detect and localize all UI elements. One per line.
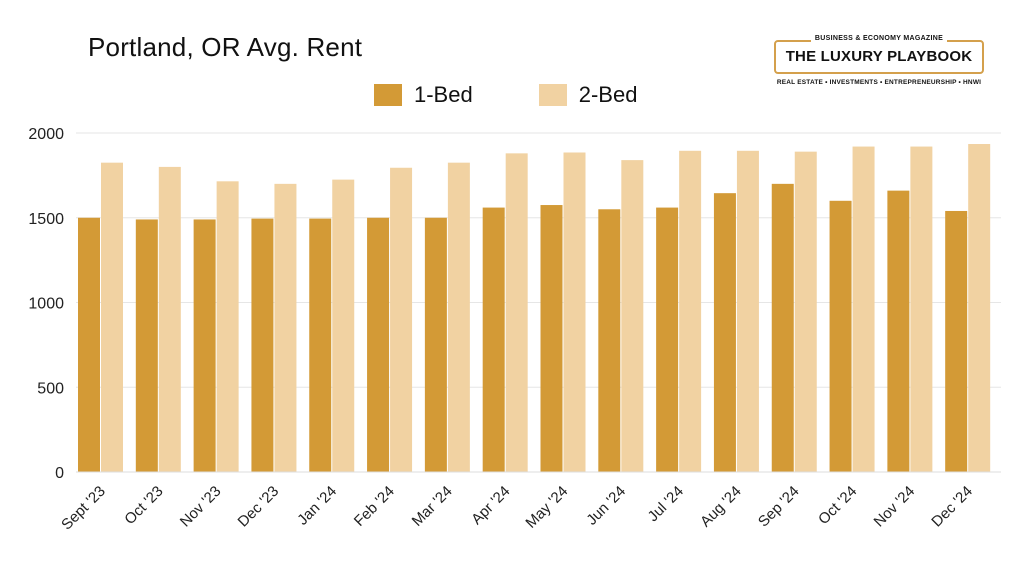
bar-1-bed-2	[193, 219, 216, 472]
bar-1-bed-15	[945, 210, 968, 472]
bar-1-bed-3	[251, 218, 274, 472]
y-tick-label-1500: 1500	[28, 211, 64, 228]
bar-2-bed-15	[968, 144, 991, 472]
legend: 1-Bed 2-Bed	[374, 82, 703, 108]
legend-item-2-bed: 2-Bed	[538, 82, 638, 108]
bar-2-bed-12	[794, 151, 817, 472]
bar-1-bed-1	[135, 219, 158, 472]
bar-2-bed-10	[679, 150, 702, 473]
x-tick-label-3: Dec '23	[235, 483, 283, 531]
bar-1-bed-13	[829, 200, 852, 473]
legend-swatch-2-bed	[538, 84, 567, 106]
legend-item-1-bed: 1-Bed	[374, 82, 473, 108]
bar-1-bed-11	[713, 193, 736, 473]
bar-1-bed-0	[78, 217, 100, 472]
bar-1-bed-4	[309, 218, 332, 472]
x-tick-label-2: Nov '23	[177, 483, 225, 531]
bar-2-bed-0	[101, 162, 123, 472]
bar-2-bed-6	[447, 162, 470, 472]
bar-1-bed-5	[367, 217, 390, 472]
logo-tagline-bottom: REAL ESTATE • INVESTMENTS • ENTREPRENEUR…	[776, 79, 982, 86]
y-tick-label-2000: 2000	[28, 126, 64, 143]
chart-title: Portland, OR Avg. Rent	[88, 32, 363, 62]
x-tick-label-0: Sept '23	[58, 483, 109, 534]
x-tick-label-13: Oct '24	[815, 483, 860, 528]
x-tick-label-14: Nov '24	[871, 483, 919, 531]
bar-2-bed-4	[332, 179, 355, 473]
magazine-logo: BUSINESS & ECONOMY MAGAZINE THE LUXURY P…	[772, 22, 986, 86]
x-tick-label-9: Jun '24	[583, 483, 629, 529]
bar-2-bed-9	[621, 160, 644, 472]
bar-1-bed-8	[540, 205, 563, 472]
bar-2-bed-8	[563, 152, 586, 472]
x-tick-label-8: May '24	[522, 483, 571, 532]
x-tick-label-15: Dec '24	[928, 483, 976, 531]
legend-label-2-bed: 2-Bed	[578, 82, 638, 107]
bar-2-bed-14	[910, 146, 933, 472]
bar-1-bed-12	[771, 183, 794, 472]
logo-tagline-top: BUSINESS & ECONOMY MAGAZINE	[810, 35, 948, 42]
x-tick-label-11: Aug '24	[697, 483, 745, 531]
y-tick-label-500: 500	[37, 380, 64, 397]
bar-2-bed-1	[158, 166, 181, 472]
bar-1-bed-7	[482, 207, 505, 472]
legend-label-1-bed: 1-Bed	[414, 82, 473, 107]
y-tick-label-0: 0	[55, 465, 64, 482]
bar-1-bed-9	[598, 209, 621, 472]
bar-1-bed-6	[424, 217, 447, 472]
x-tick-label-4: Jan '24	[294, 483, 340, 529]
x-tick-label-1: Oct '23	[121, 483, 166, 528]
x-tick-label-7: Apr '24	[468, 483, 513, 528]
bar-2-bed-3	[274, 183, 297, 472]
legend-swatch-1-bed	[374, 84, 402, 106]
y-tick-label-1000: 1000	[28, 296, 64, 313]
x-tick-label-5: Feb '24	[351, 483, 398, 530]
bar-1-bed-10	[656, 207, 679, 472]
bar-2-bed-7	[505, 153, 528, 472]
x-tick-label-6: Mar '24	[409, 483, 456, 530]
bar-2-bed-5	[390, 167, 413, 472]
bar-2-bed-2	[216, 181, 239, 472]
bar-2-bed-11	[736, 150, 759, 473]
x-tick-label-10: Jul '24	[645, 483, 687, 525]
bar-2-bed-13	[852, 146, 875, 472]
x-tick-label-12: Sep '24	[755, 483, 803, 531]
bar-1-bed-14	[887, 190, 910, 472]
